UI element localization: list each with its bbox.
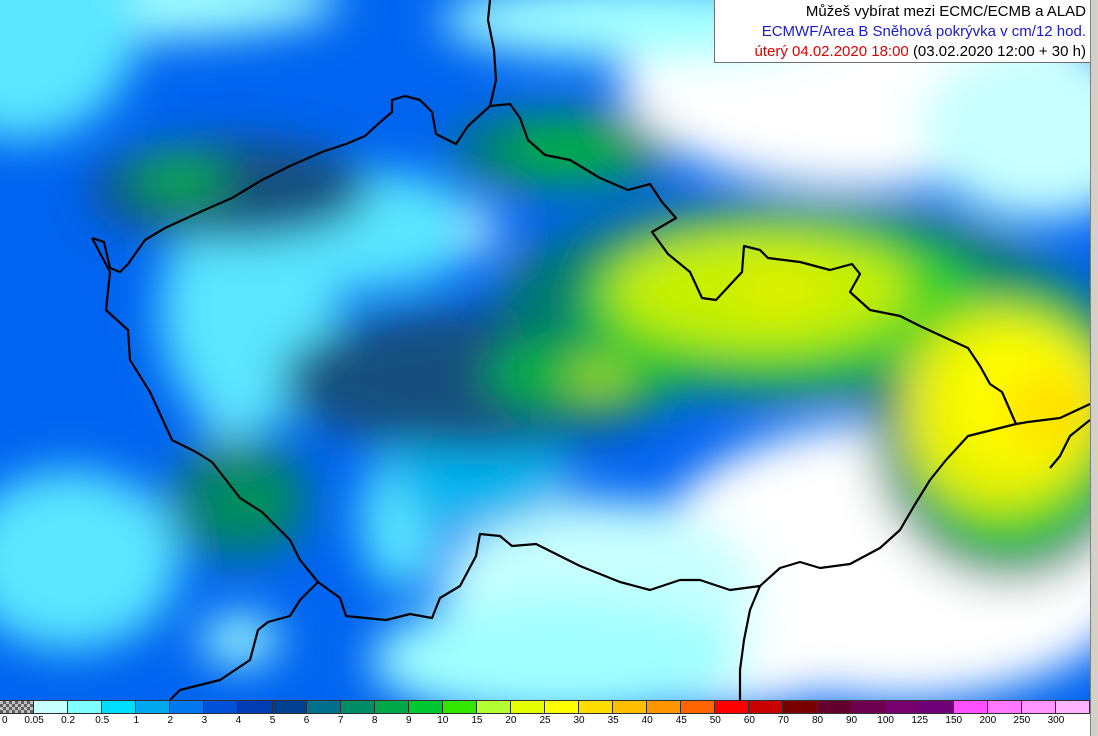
legend-label: 15 [471, 715, 483, 726]
legend-swatch [408, 700, 443, 714]
legend-swatch [1021, 700, 1056, 714]
legend-swatch [340, 700, 375, 714]
legend-label: 6 [303, 715, 310, 726]
model-selector-hint[interactable]: Můžeš vybírat mezi ECMC/ECMB a ALAD [805, 3, 1086, 20]
legend-label: 90 [846, 715, 858, 726]
precip-contour [0, 0, 140, 140]
legend-swatch [510, 700, 545, 714]
legend-swatch [238, 700, 273, 714]
precip-contour [1000, 370, 1090, 450]
precip-contour [920, 40, 1090, 220]
legend-label: 25 [539, 715, 551, 726]
country-borders [91, 0, 1090, 700]
legend-swatch [306, 700, 341, 714]
legend-swatch [749, 700, 784, 714]
legend-swatch [919, 700, 954, 714]
legend-swatch [885, 700, 920, 714]
legend-swatch [204, 700, 239, 714]
legend-label: 40 [641, 715, 653, 726]
austria-slovakia-border [738, 585, 762, 700]
czech-republic-border [91, 94, 1090, 426]
slovakia-hungary-border [1049, 419, 1090, 469]
legend-label: 80 [811, 715, 824, 726]
legend-label: 100 [877, 715, 894, 726]
precip-contour [130, 160, 230, 200]
map-info-panel: Můžeš vybírat mezi ECMC/ECMB a ALAD ECMW… [714, 0, 1090, 63]
legend-swatch [613, 700, 648, 714]
legend-label: 30 [573, 715, 585, 726]
legend-color-bar [0, 700, 1090, 714]
precip-contour [210, 470, 290, 530]
precip-contour [370, 600, 750, 700]
legend-swatch [987, 700, 1022, 714]
legend-label: 1 [133, 715, 140, 726]
germany-austria-border [169, 581, 319, 700]
legend-label: 60 [743, 715, 755, 726]
legend-swatch [136, 700, 171, 714]
legend-label: 20 [505, 715, 517, 726]
precip-contour [500, 125, 640, 175]
legend-label: 50 [709, 715, 721, 726]
legend-swatch [442, 700, 477, 714]
snow-accumulation-map [0, 0, 1090, 700]
legend-label: 70 [777, 715, 789, 726]
legend-swatch [476, 700, 511, 714]
legend-label: 2 [167, 715, 174, 726]
legend-swatch [34, 700, 69, 714]
legend-label: 3 [201, 715, 208, 726]
germany-poland-north-border [486, 0, 498, 107]
legend-swatch [953, 700, 988, 714]
legend-swatch [545, 700, 580, 714]
legend-label: 0 [2, 715, 8, 726]
legend-label: 7 [337, 715, 344, 726]
czech-southern-border [91, 237, 1017, 622]
legend-label: 200 [979, 715, 997, 726]
legend-swatch [1055, 700, 1090, 714]
legend-label: 0.2 [61, 715, 76, 726]
legend-label: 5 [269, 715, 276, 726]
color-scale-legend: 0 0.05 0.2 0.5 1 2 3 4 5 6 7 8 9 10 15 20 25 30 35 40 45 50 60… [0, 700, 1090, 736]
legend-swatch [374, 700, 409, 714]
legend-label: 35 [607, 715, 619, 726]
legend-label: 8 [371, 715, 378, 726]
legend-label: 10 [437, 715, 449, 726]
window-frame [1090, 0, 1098, 736]
legend-label: 300 [1047, 715, 1065, 726]
legend-label: 150 [945, 715, 963, 726]
legend-swatch [272, 700, 307, 714]
legend-swatch [102, 700, 137, 714]
precip-contour [90, 140, 370, 240]
legend-swatch [681, 700, 716, 714]
legend-label: 250 [1013, 715, 1031, 726]
product-title: ECMWF/Area B Sněhová pokrývka v cm/12 ho… [761, 23, 1086, 40]
legend-swatch [817, 700, 852, 714]
legend-swatch [783, 700, 818, 714]
legend-swatch [851, 700, 886, 714]
legend-label: 0.5 [95, 715, 110, 726]
precip-contour [740, 270, 820, 310]
legend-swatch [68, 700, 103, 714]
legend-swatch [715, 700, 750, 714]
precip-contour [0, 470, 180, 650]
legend-swatch [170, 700, 205, 714]
legend-label: 0.05 [24, 715, 44, 726]
valid-date: úterý 04.02.2020 18:00 [754, 43, 909, 60]
legend-swatch [647, 700, 682, 714]
legend-label: 4 [235, 715, 242, 726]
legend-labels: 0 0.05 0.2 0.5 1 2 3 4 5 6 7 8 9 10 15 20 25 30 35 40 45 50 60… [0, 715, 1090, 731]
precip-contour [570, 366, 630, 390]
legend-swatch [0, 700, 35, 714]
legend-swatch [579, 700, 614, 714]
run-info: (03.02.2020 12:00 + 30 h) [912, 43, 1086, 60]
legend-label: 9 [405, 715, 412, 726]
forecast-time-line: úterý 04.02.2020 18:00 (03.02.2020 12:00… [715, 42, 1086, 62]
legend-label: 125 [911, 715, 929, 726]
legend-label: 45 [675, 715, 687, 726]
